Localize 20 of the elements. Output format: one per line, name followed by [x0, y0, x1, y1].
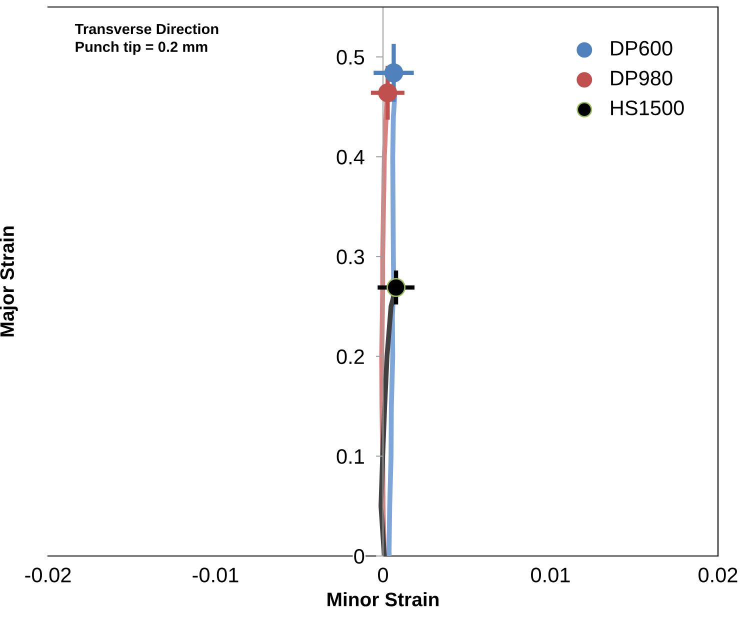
x-axis-title: Minor Strain	[328, 592, 439, 606]
y-tick-label: 0.3	[336, 250, 364, 264]
y-tick-label: 0.1	[336, 449, 364, 464]
legend-label: DP980	[611, 70, 672, 86]
legend-label: DP600	[611, 40, 672, 56]
x-tick-label: 0.02	[698, 568, 738, 582]
point	[384, 63, 404, 82]
point	[386, 278, 406, 297]
y-tick-label: 0.4	[336, 150, 364, 164]
x-tick-label: -0.01	[192, 568, 238, 582]
point	[378, 83, 398, 102]
y-axis-title: Major Strain	[0, 226, 18, 336]
x-tick-label: -0.02	[25, 568, 71, 582]
legend-label: HS1500	[611, 100, 684, 116]
x-tick-label: 0.01	[531, 568, 570, 582]
annotation: Transverse Direction Punch tip = 0.2 mm	[74, 23, 218, 55]
y-tick-label: 0.5	[336, 50, 364, 65]
x-tick-label: 0	[378, 568, 388, 582]
y-tick-label: 0	[354, 549, 364, 564]
y-tick-label: 0.2	[336, 349, 364, 364]
